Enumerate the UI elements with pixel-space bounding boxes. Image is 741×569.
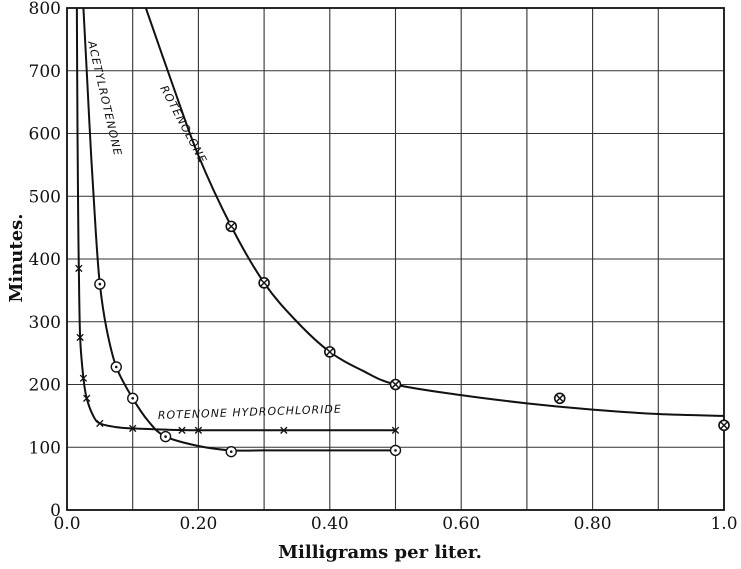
data-point-rotenone-hydrochloride [194,426,203,434]
data-point-rotenolone [389,378,402,391]
data-point-rotenone-hydrochloride [96,419,104,428]
y-tick-label: 300 [29,313,61,333]
y-tick-label: 600 [29,125,61,145]
x-tick-label: 0.0 [53,514,80,534]
data-point-rotenolone [225,220,238,233]
data-point-rotenone-hydrochloride [391,426,400,434]
y-tick-label: 500 [29,187,61,207]
y-tick-label: 400 [29,250,61,270]
data-point-rotenone-hydrochloride [76,333,84,342]
series-markers [75,220,730,458]
x-tick-label: 0.80 [574,514,612,534]
data-point-rotenone-hydrochloride [280,426,288,434]
data-point-acetylrotenone [225,445,237,458]
series-line-rotenolone [144,7,725,417]
y-axis-title: Minutes. [6,213,27,302]
data-point-rotenolone [258,277,270,289]
data-point-rotenolone [553,392,566,405]
series-label-rotenone-hydrochloride: ROTENONE HYDROCHLORIDE [158,403,342,422]
data-point-acetylrotenone [126,392,139,405]
data-point-rotenone-hydrochloride [79,374,88,382]
series-line-rotenone-hydrochloride [75,7,396,432]
series-label-rotenolone: ROTENOLONE [157,83,209,165]
x-axis-title: Milligrams per liter. [278,542,482,563]
plot-frame [66,7,725,511]
data-point-rotenolone [718,419,730,432]
y-tick-label: 800 [29,0,61,19]
data-point-rotenone-hydrochloride [83,394,91,402]
y-tick-label: 100 [29,438,61,458]
grid [67,8,724,510]
x-tick-label: 0.20 [179,514,217,534]
data-point-acetylrotenone [110,361,122,373]
x-tick-label: 0.40 [311,514,349,534]
y-tick-label: 700 [29,62,61,82]
y-axis-tick-labels: 0 100 200 300 400 500 600 700 800 [29,0,61,521]
x-axis-tick-labels: 0.0 0.20 0.40 0.60 0.80 1.0 [53,514,737,534]
data-point-acetylrotenone [94,278,106,290]
data-point-rotenolone [323,346,336,358]
data-point-rotenone-hydrochloride [178,426,186,434]
data-point-rotenone-hydrochloride [129,424,137,433]
y-tick-label: 0 [50,501,61,521]
data-point-acetylrotenone [389,444,402,457]
y-tick-label: 200 [29,376,61,396]
x-tick-label: 1.0 [710,514,737,534]
data-point-rotenone-hydrochloride [75,264,83,273]
data-point-acetylrotenone [159,430,172,443]
x-tick-label: 0.60 [442,514,480,534]
